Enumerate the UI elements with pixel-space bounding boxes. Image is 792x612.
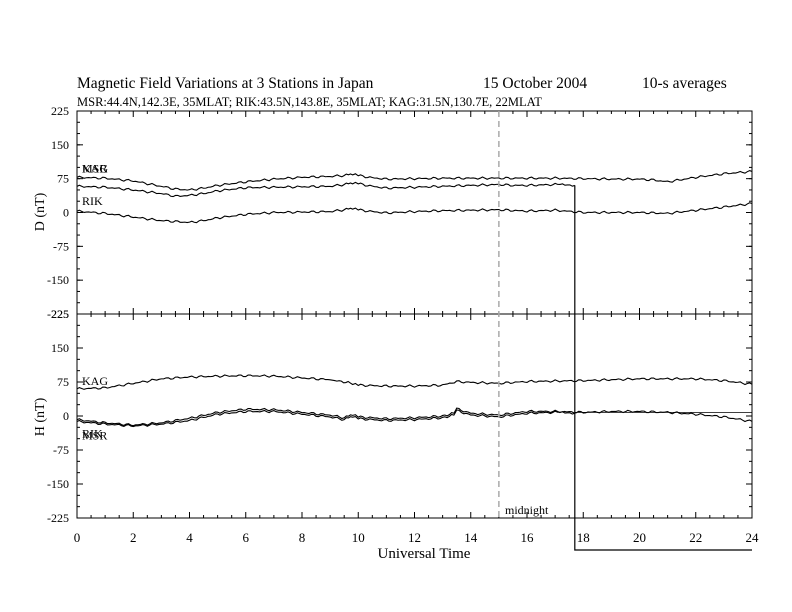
series-label-h-kag: KAG bbox=[82, 374, 108, 388]
series-line-h-msr bbox=[76, 409, 575, 428]
d-ytick-label: -150 bbox=[47, 273, 69, 287]
h-ytick-label: 75 bbox=[57, 375, 69, 389]
station-coordinates: MSR:44.4N,142.3E, 35MLAT; RIK:43.5N,143.… bbox=[77, 95, 542, 109]
d-ytick-label: 150 bbox=[51, 138, 69, 152]
d-ytick-label: -225 bbox=[47, 307, 69, 321]
x-tick-label: 20 bbox=[633, 530, 646, 545]
midnight-marker-label: midnight bbox=[505, 503, 549, 517]
h-ytick-label: -150 bbox=[47, 477, 69, 491]
h-y-axis-label: H (nT) bbox=[33, 397, 48, 436]
chart-date: 15 October 2004 bbox=[483, 75, 587, 92]
series-label-d-kag: KAG bbox=[82, 161, 108, 175]
series-line-d-kag bbox=[76, 170, 753, 191]
x-axis-ticks: 0 2 4 6 8 10 12 14 16 18 20 22 24 bbox=[74, 530, 759, 545]
x-tick-label: 24 bbox=[746, 530, 760, 545]
series-label-h-msr: MSR bbox=[82, 428, 107, 442]
x-tick-label: 10 bbox=[352, 530, 365, 545]
series-line-h-rik bbox=[76, 407, 753, 427]
d-y-axis-label: D (nT) bbox=[33, 192, 48, 231]
h-ytick-label: 225 bbox=[51, 307, 69, 321]
chart-averaging: 10-s averages bbox=[642, 75, 727, 92]
series-line-h-kag bbox=[76, 374, 753, 390]
x-tick-label: 4 bbox=[186, 530, 193, 545]
x-tick-label: 0 bbox=[74, 530, 81, 545]
series-label-d-msr: MSR bbox=[82, 161, 107, 175]
x-axis-label: Universal Time bbox=[378, 546, 471, 562]
x-tick-label: 14 bbox=[464, 530, 478, 545]
x-tick-label: 22 bbox=[689, 530, 702, 545]
x-tick-label: 18 bbox=[577, 530, 590, 545]
series-label-d-rik: RIK bbox=[82, 194, 103, 208]
h-ytick-label: -225 bbox=[47, 511, 69, 525]
d-ytick-label: 225 bbox=[51, 104, 69, 118]
h-ytick-label: 0 bbox=[63, 409, 69, 423]
x-tick-label: 6 bbox=[243, 530, 250, 545]
x-tick-label: 8 bbox=[299, 530, 306, 545]
msr-data-gap-line bbox=[574, 185, 752, 551]
series-label-h-rik: RIK bbox=[82, 427, 103, 441]
d-ytick-label: 0 bbox=[63, 206, 69, 220]
d-ytick-label: 75 bbox=[57, 172, 69, 186]
d-ytick-label: -75 bbox=[53, 239, 69, 253]
h-ytick-label: -75 bbox=[53, 443, 69, 457]
x-tick-label: 12 bbox=[408, 530, 421, 545]
x-tick-label: 16 bbox=[521, 530, 535, 545]
h-ytick-label: 150 bbox=[51, 341, 69, 355]
series-line-d-rik bbox=[76, 202, 753, 224]
x-tick-label: 2 bbox=[130, 530, 137, 545]
chart-title: Magnetic Field Variations at 3 Stations … bbox=[77, 75, 374, 92]
h-y-ticks: 225 150 75 0 -75 -150 -225 bbox=[47, 307, 753, 525]
series-line-d-msr bbox=[76, 181, 575, 198]
h-panel-frame bbox=[76, 313, 753, 519]
